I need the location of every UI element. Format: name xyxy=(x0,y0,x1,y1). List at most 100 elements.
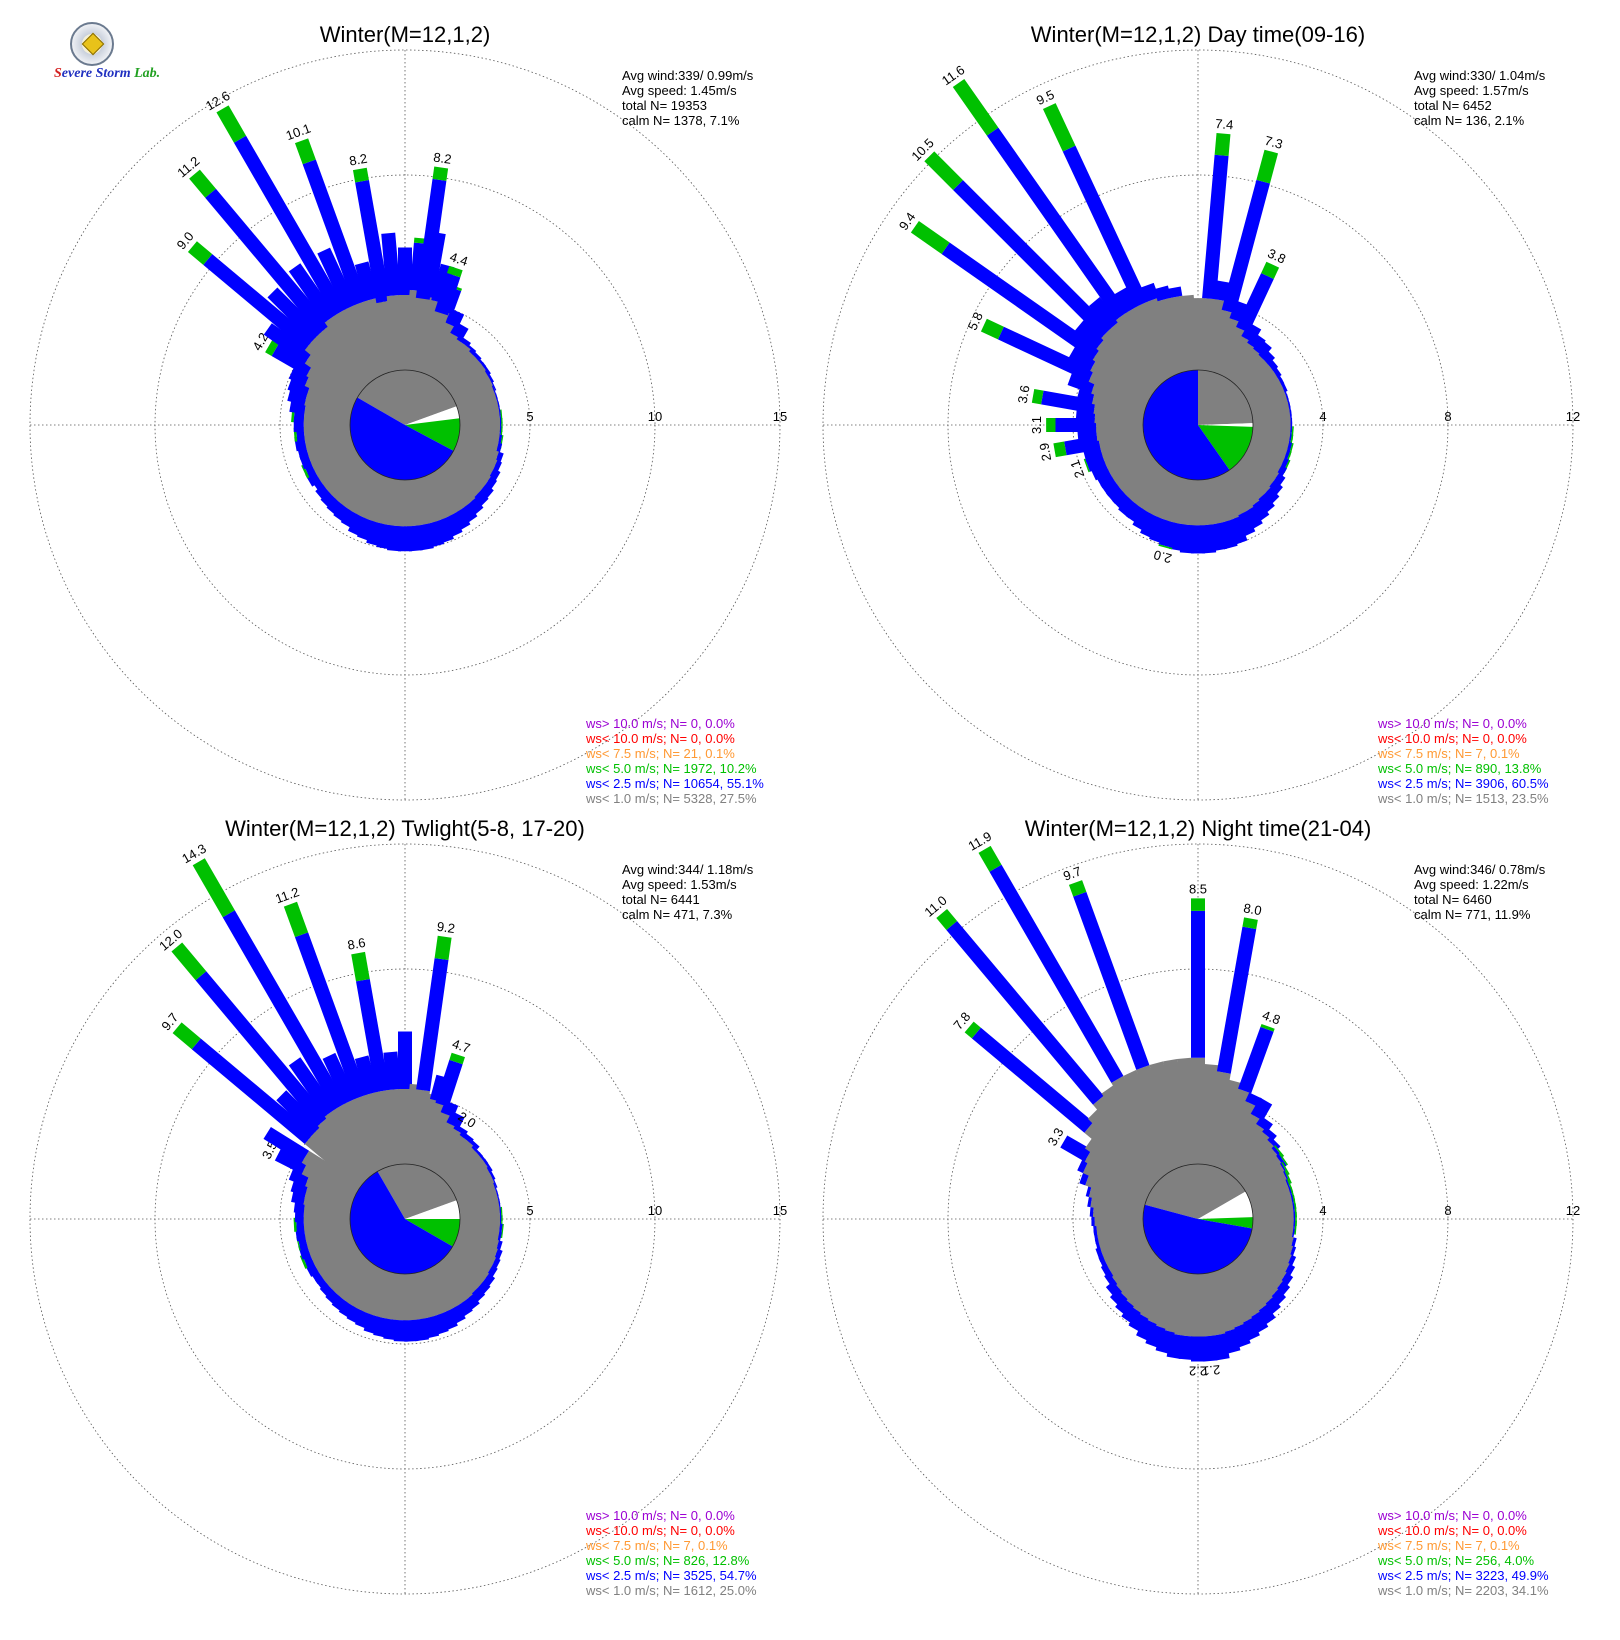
bar-segment-2-5 xyxy=(1140,512,1162,539)
legend-entry: ws< 5.0 m/s; N= 826, 12.8% xyxy=(585,1553,750,1568)
bar-segment-5-0 xyxy=(1273,1145,1285,1157)
bar-segment-calm-1 xyxy=(1176,1057,1201,1165)
bar-segment-2-5 xyxy=(354,1055,379,1096)
bar-segment-2-5 xyxy=(1236,273,1274,333)
bar-segment-5-0 xyxy=(1083,458,1090,473)
calm-pie-slice xyxy=(349,1171,453,1275)
direction-bar: 4.8 xyxy=(1210,1007,1282,1170)
bar-segment-5-0 xyxy=(1242,917,1258,930)
bar-value-label: 7.3 xyxy=(1263,133,1284,152)
bar-segment-2-5 xyxy=(322,1052,357,1105)
bar-segment-2-5 xyxy=(381,232,401,297)
bar-value-label: 3.8 xyxy=(1265,245,1288,266)
stats-line: Avg speed: 1.22m/s xyxy=(1414,877,1529,892)
bar-segment-5-0 xyxy=(924,151,963,190)
radial-tick-label: 5 xyxy=(526,1203,533,1218)
bar-segment-5-0 xyxy=(301,464,310,479)
bar-value-label: 9.2 xyxy=(436,919,456,936)
bar-segment-2-5 xyxy=(1255,1304,1276,1326)
bar-value-label: 2.0 xyxy=(1152,547,1173,566)
bar-segment-2-5 xyxy=(457,503,478,525)
legend-entry: ws> 10.0 m/s; N= 0, 0.0% xyxy=(1377,716,1527,731)
bar-value-label: 4.7 xyxy=(450,1036,472,1056)
bar-segment-2-5 xyxy=(450,321,469,340)
bar-segment-2-5 xyxy=(1254,493,1275,515)
bar-segment-5-0 xyxy=(172,1022,201,1050)
bar-segment-5-0 xyxy=(294,138,316,165)
bar-segment-2-5 xyxy=(1278,378,1288,393)
bar-value-label: 8.2 xyxy=(433,149,453,166)
bar-segment-2-5 xyxy=(1114,287,1138,314)
bar-segment-calm-1 xyxy=(1084,1136,1157,1194)
bar-value-label: 9.7 xyxy=(1061,863,1083,883)
legend-entry: ws< 5.0 m/s; N= 256, 4.0% xyxy=(1377,1553,1535,1568)
direction-bar: 11.2 xyxy=(273,884,393,1170)
bar-segment-2-5 xyxy=(222,910,347,1110)
legend-entry: ws< 10.0 m/s; N= 0, 0.0% xyxy=(1377,731,1527,746)
bar-segment-2-5 xyxy=(398,1031,412,1089)
bar-segment-2-5 xyxy=(383,1051,401,1091)
bar-segment-5-0 xyxy=(1158,544,1173,550)
bar-segment-2-5 xyxy=(489,377,497,391)
calm-pie-slice xyxy=(1198,370,1253,425)
panel-title: Winter(M=12,1,2) Day time(09-16) xyxy=(1031,22,1365,47)
bar-segment-2-5 xyxy=(971,1027,1094,1133)
grid-circle xyxy=(29,843,781,1595)
calm-pie-slice xyxy=(1198,423,1253,427)
bar-value-label: 4.4 xyxy=(448,249,470,269)
bar-segment-5-0 xyxy=(910,221,950,255)
bar-segment-calm-1 xyxy=(304,351,364,400)
bar-segment-2-5 xyxy=(490,1174,498,1188)
legend-entry: ws< 2.5 m/s; N= 3525, 54.7% xyxy=(585,1568,757,1583)
bar-segment-2-5 xyxy=(484,369,495,383)
bar-segment-2-5 xyxy=(941,242,1101,360)
bar-segment-2-5 xyxy=(953,180,1112,339)
bar-segment-5-0 xyxy=(449,1052,465,1065)
bar-segment-5-0 xyxy=(1191,898,1205,911)
bar-segment-2-5 xyxy=(449,509,471,532)
bar-segment-2-5 xyxy=(1068,346,1098,371)
bar-segment-5-0 xyxy=(1042,103,1076,152)
bar-segment-2-5 xyxy=(302,159,368,306)
bar-segment-2-5 xyxy=(446,1111,465,1129)
bar-segment-5-0 xyxy=(1281,1162,1290,1175)
bar-value-label: 2.9 xyxy=(1036,442,1054,462)
calm-pie-outline xyxy=(349,369,461,481)
bar-segment-calm-1 xyxy=(405,297,430,372)
bar-segment-2-5 xyxy=(203,254,314,351)
radial-tick-label: 12 xyxy=(1566,1203,1580,1218)
bar-segment-2-5 xyxy=(205,188,331,334)
logo-text-part: evere Storm xyxy=(61,66,135,81)
bar-segment-2-5 xyxy=(1248,500,1270,523)
bar-value-label: 8.2 xyxy=(348,151,368,169)
bar-segment-2-5 xyxy=(486,1166,496,1180)
calm-pie-slice xyxy=(405,1200,460,1219)
bar-segment-2-5 xyxy=(1136,1318,1157,1342)
windrose-panel-3: 5 10 159.24.72.03.59.712.014.311.28.6Winte… xyxy=(29,816,787,1598)
panel-title: Winter(M=12,1,2) Twlight(5-8, 17-20) xyxy=(225,816,585,841)
direction-bar: 3.3 xyxy=(1045,1125,1154,1198)
stats-line: total N= 6460 xyxy=(1414,892,1492,907)
bar-segment-2-5 xyxy=(435,1059,463,1108)
bar-segment-2-5 xyxy=(191,1038,314,1145)
calm-pie-slice xyxy=(357,369,457,425)
panel-title: Winter(M=12,1,2) Night time(21-04) xyxy=(1025,816,1372,841)
bar-segment-2-5 xyxy=(288,263,337,323)
seal-icon xyxy=(70,22,114,66)
bar-segment-calm-1 xyxy=(1084,1149,1154,1198)
bar-segment-2-5 xyxy=(1060,1135,1092,1162)
bar-segment-2-5 xyxy=(263,1126,310,1163)
bar-segment-2-5 xyxy=(1041,390,1096,414)
bar-segment-2-5 xyxy=(1267,1136,1281,1150)
bar-segment-2-5 xyxy=(986,127,1128,320)
grid-circle xyxy=(822,49,1574,801)
bar-segment-5-0 xyxy=(352,167,369,183)
stats-line: Avg speed: 1.57m/s xyxy=(1414,83,1529,98)
radial-tick-label: 15 xyxy=(773,409,787,424)
stats-line: Avg wind:344/ 1.18m/s xyxy=(622,862,754,877)
bar-segment-5-0 xyxy=(964,1021,981,1039)
bar-segment-2-5 xyxy=(195,971,329,1126)
bar-segment-2-5 xyxy=(276,1090,322,1136)
bar-segment-5-0 xyxy=(1256,149,1279,184)
